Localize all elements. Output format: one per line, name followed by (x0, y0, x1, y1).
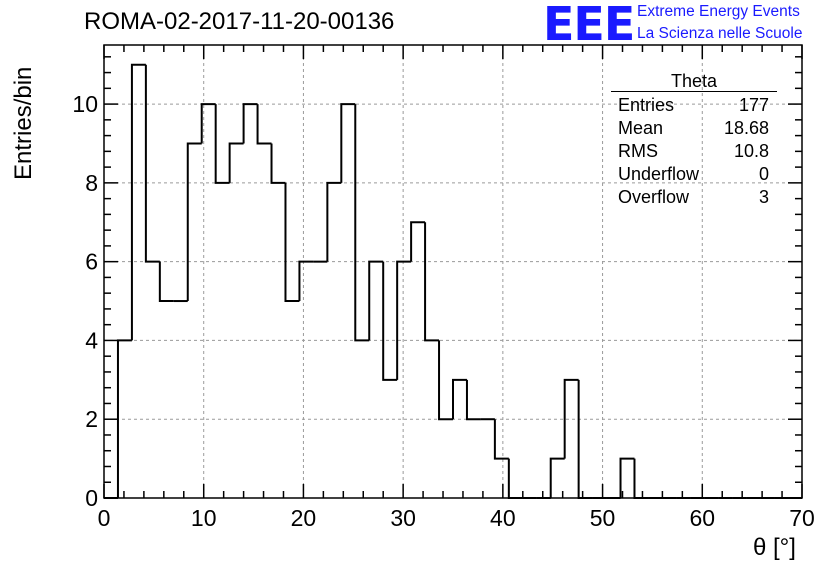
histogram-bin (298, 260, 314, 302)
stats-label: Overflow (618, 187, 690, 207)
y-tick-label: 4 (85, 327, 98, 353)
histogram-bin (563, 378, 579, 459)
stats-value: 0 (758, 164, 769, 184)
stats-row-mean: Mean 18.68 (611, 117, 777, 140)
y-tick-label: 10 (72, 91, 98, 117)
histogram-bin (284, 182, 300, 303)
y-tick-label: 2 (85, 406, 98, 432)
stats-label: Underflow (618, 164, 700, 184)
x-tick-label: 40 (490, 505, 516, 531)
stats-title: Theta (611, 72, 777, 92)
histogram-bin (186, 142, 202, 302)
x-tick-label: 50 (590, 505, 616, 531)
histogram-bin (438, 340, 453, 421)
histogram-bin (507, 458, 523, 499)
stats-row-underflow: Underflow 0 (611, 163, 777, 186)
histogram-bin (340, 103, 356, 183)
histogram-bin (158, 261, 174, 303)
x-tick-label: 20 (291, 505, 317, 531)
run-title: ROMA-02-2017-11-20-00136 (84, 8, 395, 35)
stats-value: 3 (758, 187, 769, 207)
stats-value: 10.8 (733, 141, 769, 161)
histogram-bin (242, 103, 258, 144)
stats-value: 18.68 (723, 118, 769, 138)
histogram-bin (368, 260, 384, 341)
x-axis-title: θ [°] (753, 534, 796, 561)
histogram-bin (200, 103, 216, 144)
histogram-bin (619, 457, 635, 498)
stats-row-overflow: Overflow 3 (611, 186, 777, 209)
histogram-bin (214, 104, 230, 184)
stats-row-rms: RMS 10.8 (611, 140, 777, 163)
stats-label: Entries (618, 95, 675, 115)
y-axis-title: Entries/bin (10, 66, 37, 180)
eee-logo: EEE (543, 0, 635, 51)
stats-row-entries: Entries 177 (611, 94, 777, 117)
histogram-bin (354, 104, 370, 342)
histogram-bin (493, 419, 509, 460)
x-tick-label: 60 (689, 505, 715, 531)
y-tick-label: 6 (85, 249, 98, 275)
histogram-bin (452, 378, 467, 420)
x-tick-label: 10 (191, 505, 217, 531)
histogram-bin (549, 457, 565, 498)
histogram-bin (396, 260, 412, 380)
histogram-bin (382, 261, 398, 381)
stats-value: 177 (738, 95, 769, 115)
stats-box: Theta Entries 177 Mean 18.68 RMS 10.8 Un… (611, 72, 777, 209)
logo-subtitle-line1: Extreme Energy Events (637, 3, 800, 20)
x-tick-label: 30 (390, 505, 416, 531)
histogram-bin (270, 143, 286, 184)
histogram-bin (326, 181, 342, 262)
histogram-bin (633, 458, 649, 499)
logo-subtitle-line2: La Scienza nelle Scuole (637, 25, 803, 42)
y-tick-label: 8 (85, 170, 98, 196)
histogram-bin (116, 339, 132, 498)
stats-label: RMS (618, 141, 658, 161)
histogram-bin (130, 63, 146, 341)
x-tick-label: 0 (98, 505, 111, 531)
histogram-bin (577, 379, 593, 499)
histogram-bin (144, 64, 160, 263)
histogram-bin (256, 104, 272, 145)
histogram-bin (465, 379, 481, 421)
histogram-bin (410, 221, 426, 262)
x-tick-label: 70 (789, 505, 815, 531)
histogram-bin (228, 142, 244, 183)
stats-label: Mean (618, 118, 664, 138)
plot-frame (103, 44, 803, 499)
y-tick-label: 0 (85, 485, 98, 511)
histogram-bin (424, 222, 440, 342)
